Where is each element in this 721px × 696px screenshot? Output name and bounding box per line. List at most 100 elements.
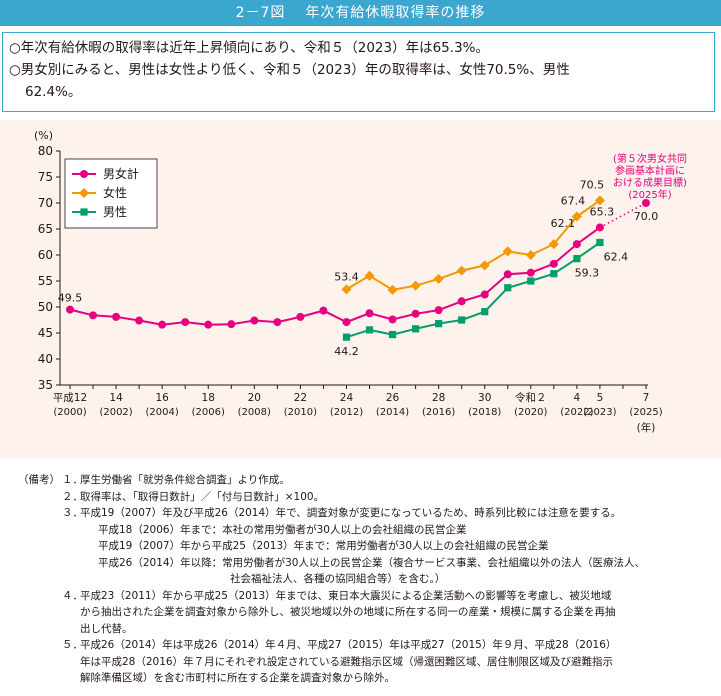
y-tick-label: 35 [38,378,53,392]
note-4: ４． 平成23（2011）年から平成25（2013）年までは、東日本大震災による… [18,588,718,638]
note-text: 厚生労働省「就労条件総合調査」より作成。 [80,474,290,486]
x-tick-label-year: (2006) [192,407,225,418]
data-point-total [526,268,535,277]
note-number: ２． [62,490,83,503]
x-tick-label-year: (2023) [583,407,616,418]
x-tick-label-era: 平成12 [53,392,87,404]
x-tick-label-era: 20 [248,392,261,404]
note-text-cont: から抽出された企業を調査対象から除外し、被災地域以外の地域に所在する同一の産業・… [80,606,616,618]
x-tick-label-era: 4 [574,392,581,404]
notes-section: （備考） １． 厚生労働省「就労条件総合調査」より作成。 ２． 取得率は、「取得… [18,472,718,687]
legend-marker-male [80,208,88,216]
note-sub-line: 社会福祉法人、各種の協同組合等）を含む。） [230,573,446,585]
target-annotation: (2025年) [628,188,671,201]
data-label: 53.4 [334,270,359,283]
data-point-total [319,306,328,315]
data-point-male [388,330,397,339]
data-point-total [480,290,489,299]
note-text: 平成26（2014）年は平成26（2014）年４月、平成27（2015）年は平成… [80,639,617,651]
data-point-male [573,255,581,263]
data-point-male [527,277,535,285]
x-tick-label-year: (2008) [238,407,271,418]
data-point-total [181,318,190,327]
legend-label-male: 男性 [103,205,127,219]
data-point-female [479,260,490,271]
x-tick-label-era: 28 [432,392,445,404]
data-point-total [365,309,374,318]
target-annotation: (第５次男女共同 [613,152,687,165]
data-point-male [342,333,351,341]
data-point-female [364,270,375,281]
figure-number: 2－7図 [235,5,286,21]
data-point-total [388,315,397,324]
data-point-total [457,297,466,306]
y-tick-label: 65 [38,222,53,236]
y-tick-label: 55 [38,274,53,288]
note-number: １． [62,474,83,486]
data-point-male [550,270,558,278]
data-point-total [158,320,167,329]
legend-marker-female [79,188,89,198]
x-tick-label-year: (2014) [376,407,409,418]
note-3: ３． 平成19（2007）年及び平成26（2014）年で、調査対象が変更になって… [18,505,718,588]
data-point-female [594,195,605,206]
note-text-cont: 年は平成28（2016）年７月にそれぞれ設定されている避難指示区域（帰還困難区域… [80,655,614,668]
data-point-total [342,318,351,327]
y-axis-unit-label: (%) [34,129,53,142]
x-tick-label-year: (2012) [330,407,363,418]
y-tick-label: 70 [38,196,53,210]
data-label: 70.5 [580,178,605,191]
note-text: 平成19（2007）年及び平成26（2014）年で、調査対象が変更になっているた… [80,507,622,519]
data-label: 62.4 [604,251,629,264]
x-tick-label-year: (2025) [629,407,662,418]
data-label: 62.1 [551,217,576,230]
legend-label-total: 男女計 [103,166,139,181]
data-point-female [341,284,352,295]
data-point-total [135,316,144,325]
data-label: 44.2 [334,345,359,358]
note-sub-line: 平成19（2007）年から平成25（2013）年まで：常用労働者が30人以上の会… [98,540,549,552]
note-number: ３． [62,507,83,519]
x-tick-label-year: (2004) [146,407,179,418]
target-point [642,199,650,207]
data-point-total [296,312,305,321]
line-chart: (%)35404550556065707580平成12(2000)14(2002… [34,129,687,434]
summary-box: ○年次有給休暇の取得率は近年上昇傾向にあり、令和５（2023）年は65.3%。 … [2,32,715,112]
x-tick-label-era: 14 [109,392,123,404]
data-label: 49.5 [58,292,83,305]
notes-label: （備考） [18,474,60,486]
x-tick-label-era: 26 [386,392,400,404]
data-point-male [458,316,466,324]
y-tick-label: 40 [38,352,53,366]
y-tick-label: 60 [38,248,53,262]
x-tick-label-year: (2000) [53,407,86,418]
data-point-female [571,211,582,222]
note-5: ５． 平成26（2014）年は平成26（2014）年４月、平成27（2015）年… [18,637,718,687]
x-tick-label-year: (2010) [284,407,317,418]
data-point-total [549,259,558,268]
data-point-female [502,246,513,257]
data-point-total [434,306,443,315]
x-tick-label-year: (2002) [99,407,132,418]
target-annotation: 参画基本計画に [615,164,685,177]
x-tick-label-era: 5 [597,392,604,404]
data-label: 67.4 [561,195,586,208]
x-tick-label-era: 令和２ [515,391,547,404]
x-tick-label-year: (2020) [514,407,547,418]
legend-marker-total [80,170,88,178]
data-point-male [504,284,512,292]
note-number: ５． [62,639,83,651]
data-point-total [227,320,236,329]
summary-line-2-cont: 62.4%。 [25,84,82,100]
figure-title-bar: 2－7図 年次有給休暇取得率の推移 [0,0,721,26]
summary-line-2: ○男女別にみると、男性は女性より低く、令和５（2023）年の取得率は、女性70.… [9,62,570,78]
y-tick-label: 80 [38,144,53,158]
x-tick-label-era: 7 [643,392,650,404]
note-sub-line: 平成18（2006）年まで：本社の常用労働者が30人以上の会社組織の民営企業 [98,523,467,536]
x-tick-label-era: 18 [202,392,215,404]
x-tick-label-era: 24 [340,392,354,404]
data-label: 59.3 [575,267,600,280]
x-tick-label-era: 30 [478,392,491,404]
note-text-cont: 解除準備区域）を含む市町村に所在する企業を調査対象から除外。 [80,672,395,684]
data-point-female [456,265,467,276]
